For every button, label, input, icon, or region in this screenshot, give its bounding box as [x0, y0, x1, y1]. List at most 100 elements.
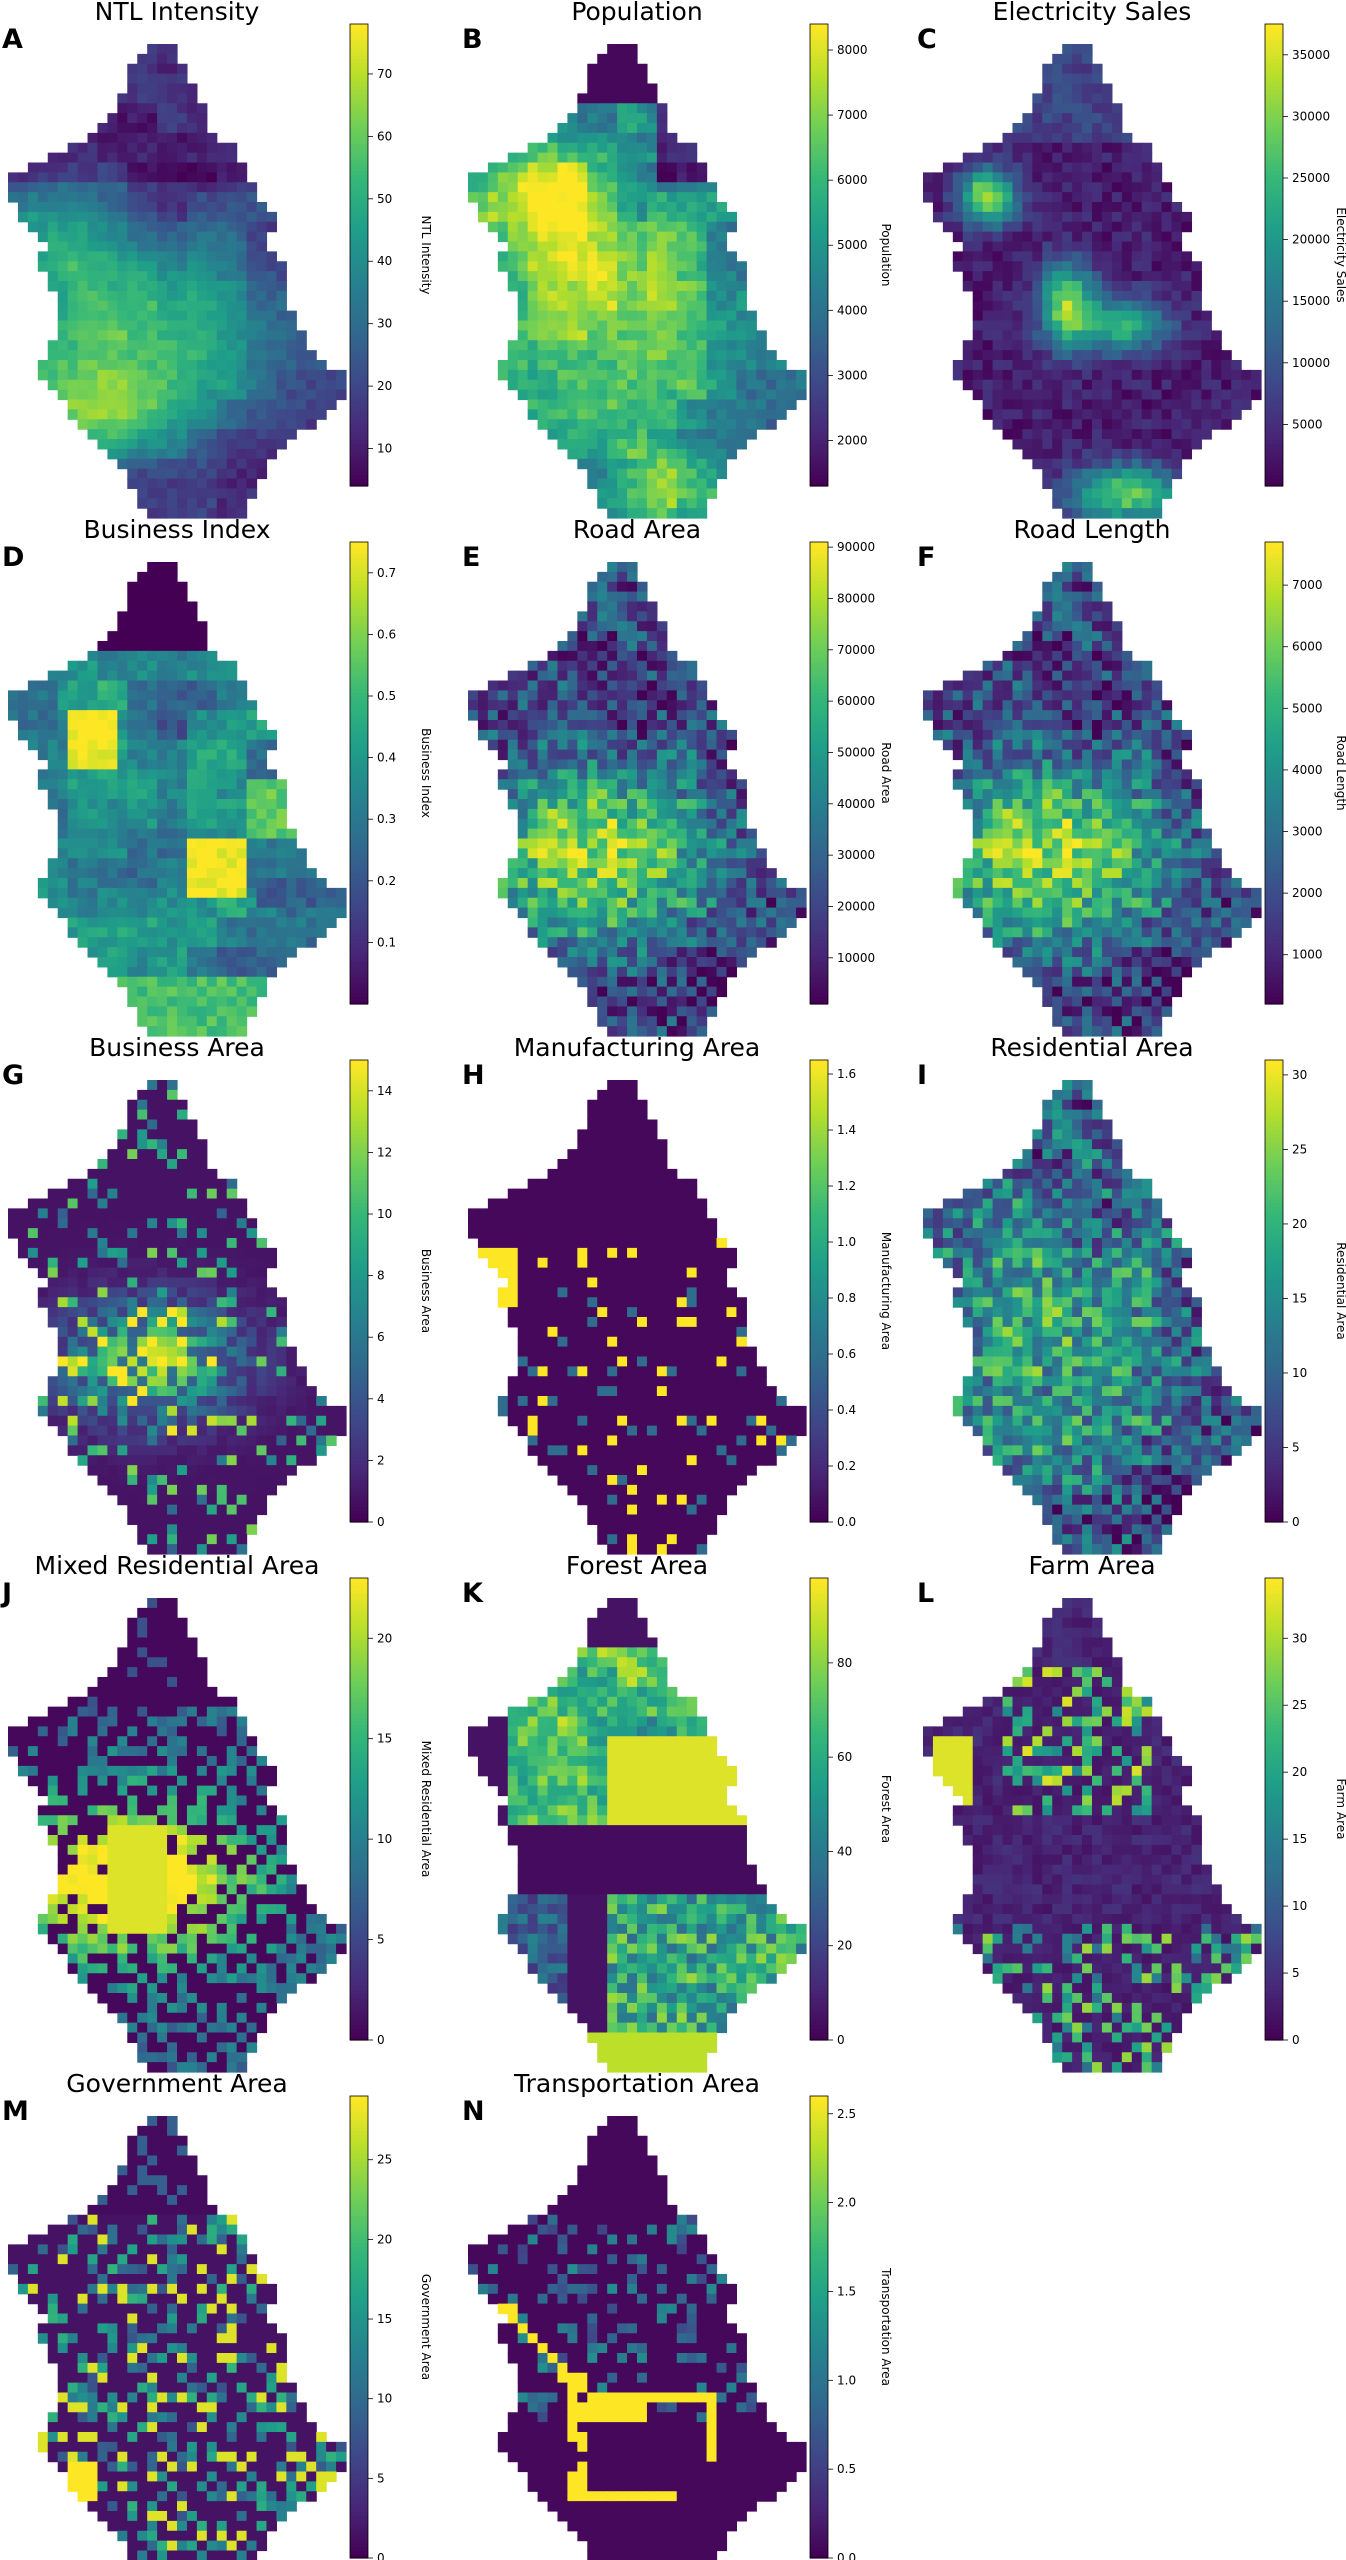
heatmap-cell	[57, 729, 69, 741]
heatmap-cell	[992, 231, 1004, 243]
colorbar-step	[810, 258, 828, 264]
heatmap-cell	[686, 439, 698, 450]
heatmap-cell	[962, 192, 974, 203]
heatmap-cell	[216, 789, 228, 800]
heatmap-cell	[127, 621, 138, 632]
heatmap-cell	[1221, 379, 1232, 391]
heatmap-cell	[992, 360, 1004, 371]
heatmap-cell	[1111, 241, 1123, 252]
heatmap-cell	[97, 152, 109, 164]
heatmap-cell	[77, 300, 89, 312]
heatmap-cell	[306, 369, 317, 381]
heatmap-cell	[637, 897, 648, 909]
heatmap-cell	[127, 789, 138, 800]
heatmap-cell	[676, 202, 688, 213]
heatmap-cell	[766, 350, 777, 361]
heatmap-cell	[157, 720, 168, 731]
heatmap-cell	[246, 369, 258, 381]
heatmap-cell	[676, 488, 688, 499]
heatmap-cell	[177, 799, 188, 810]
heatmap-cell	[147, 976, 158, 988]
heatmap-cell	[286, 887, 297, 899]
heatmap-cell	[982, 231, 994, 243]
heatmap-cell	[77, 907, 89, 919]
colorbar-step	[810, 374, 828, 379]
colorbar-step	[350, 811, 368, 816]
heatmap-cell	[577, 340, 588, 351]
heatmap-cell	[716, 320, 728, 331]
panel-letter: B	[462, 24, 483, 55]
heatmap-cell	[117, 231, 128, 243]
heatmap-cell	[537, 710, 549, 721]
heatmap-cell	[597, 601, 608, 612]
heatmap-cell	[1111, 271, 1123, 282]
heatmap-cell	[577, 878, 588, 889]
heatmap-cell	[696, 330, 708, 341]
panel-b: BPopulation2000300040005000600070008000P…	[462, 0, 893, 519]
heatmap-cell	[226, 448, 238, 460]
heatmap-cell	[627, 739, 638, 751]
heatmap-cell	[167, 947, 178, 958]
heatmap-cell	[216, 488, 228, 499]
heatmap-cell	[1201, 350, 1212, 361]
heatmap-cell	[1092, 211, 1103, 223]
heatmap-cell	[127, 310, 138, 322]
heatmap-cell	[1161, 221, 1173, 233]
heatmap-cell	[617, 211, 628, 223]
colorbar-step	[1265, 297, 1283, 302]
heatmap-cell	[706, 878, 718, 889]
heatmap-cell	[37, 162, 49, 173]
heatmap-cell	[196, 660, 208, 672]
heatmap-cell	[266, 799, 278, 810]
heatmap-cell	[107, 907, 118, 919]
heatmap-cell	[547, 142, 559, 154]
heatmap-cell	[167, 937, 178, 948]
heatmap-cell	[547, 660, 559, 672]
colorbar-step	[810, 104, 828, 110]
heatmap-cell	[726, 211, 738, 223]
heatmap-cell	[1052, 300, 1063, 312]
heatmap-cell	[756, 369, 767, 381]
heatmap-cell	[726, 350, 738, 361]
heatmap-cell	[1121, 508, 1133, 519]
heatmap-cell	[646, 690, 658, 701]
heatmap-cell	[676, 799, 688, 810]
colorbar-step	[1265, 420, 1283, 425]
heatmap-cell	[627, 468, 638, 480]
heatmap-cell	[256, 281, 268, 292]
heatmap-cell	[1211, 379, 1222, 391]
panel-letter: C	[917, 24, 937, 55]
colorbar-step	[350, 420, 368, 425]
heatmap-cell	[577, 739, 588, 751]
heatmap-cell	[962, 360, 974, 371]
heatmap-cell	[1032, 132, 1043, 144]
colorbar-step	[810, 278, 828, 283]
heatmap-cell	[567, 448, 578, 460]
heatmap-cell	[77, 680, 89, 691]
heatmap-cell	[656, 897, 668, 909]
heatmap-cell	[256, 300, 268, 312]
heatmap-cell	[656, 739, 668, 751]
colorbar-step	[350, 834, 368, 840]
heatmap-cell	[127, 641, 138, 652]
heatmap-cell	[617, 340, 628, 351]
heatmap-cell	[1042, 103, 1053, 114]
heatmap-cell	[97, 897, 109, 909]
colorbar-step	[350, 332, 368, 337]
heatmap-cell	[206, 749, 218, 761]
heatmap-cell	[706, 320, 718, 331]
heatmap-cell	[1082, 182, 1093, 193]
colorbar-step	[1265, 208, 1283, 214]
heatmap-cell	[1022, 399, 1033, 410]
heatmap-cell	[256, 759, 268, 770]
heatmap-cell	[107, 779, 118, 790]
heatmap-cell	[776, 897, 787, 909]
heatmap-cell	[646, 241, 658, 252]
heatmap-cell	[766, 389, 777, 401]
heatmap-cell	[1082, 458, 1093, 470]
heatmap-cell	[266, 350, 278, 361]
heatmap-cell	[296, 858, 307, 869]
heatmap-cell	[137, 73, 148, 85]
heatmap-cell	[316, 389, 327, 401]
heatmap-cell	[627, 211, 638, 223]
